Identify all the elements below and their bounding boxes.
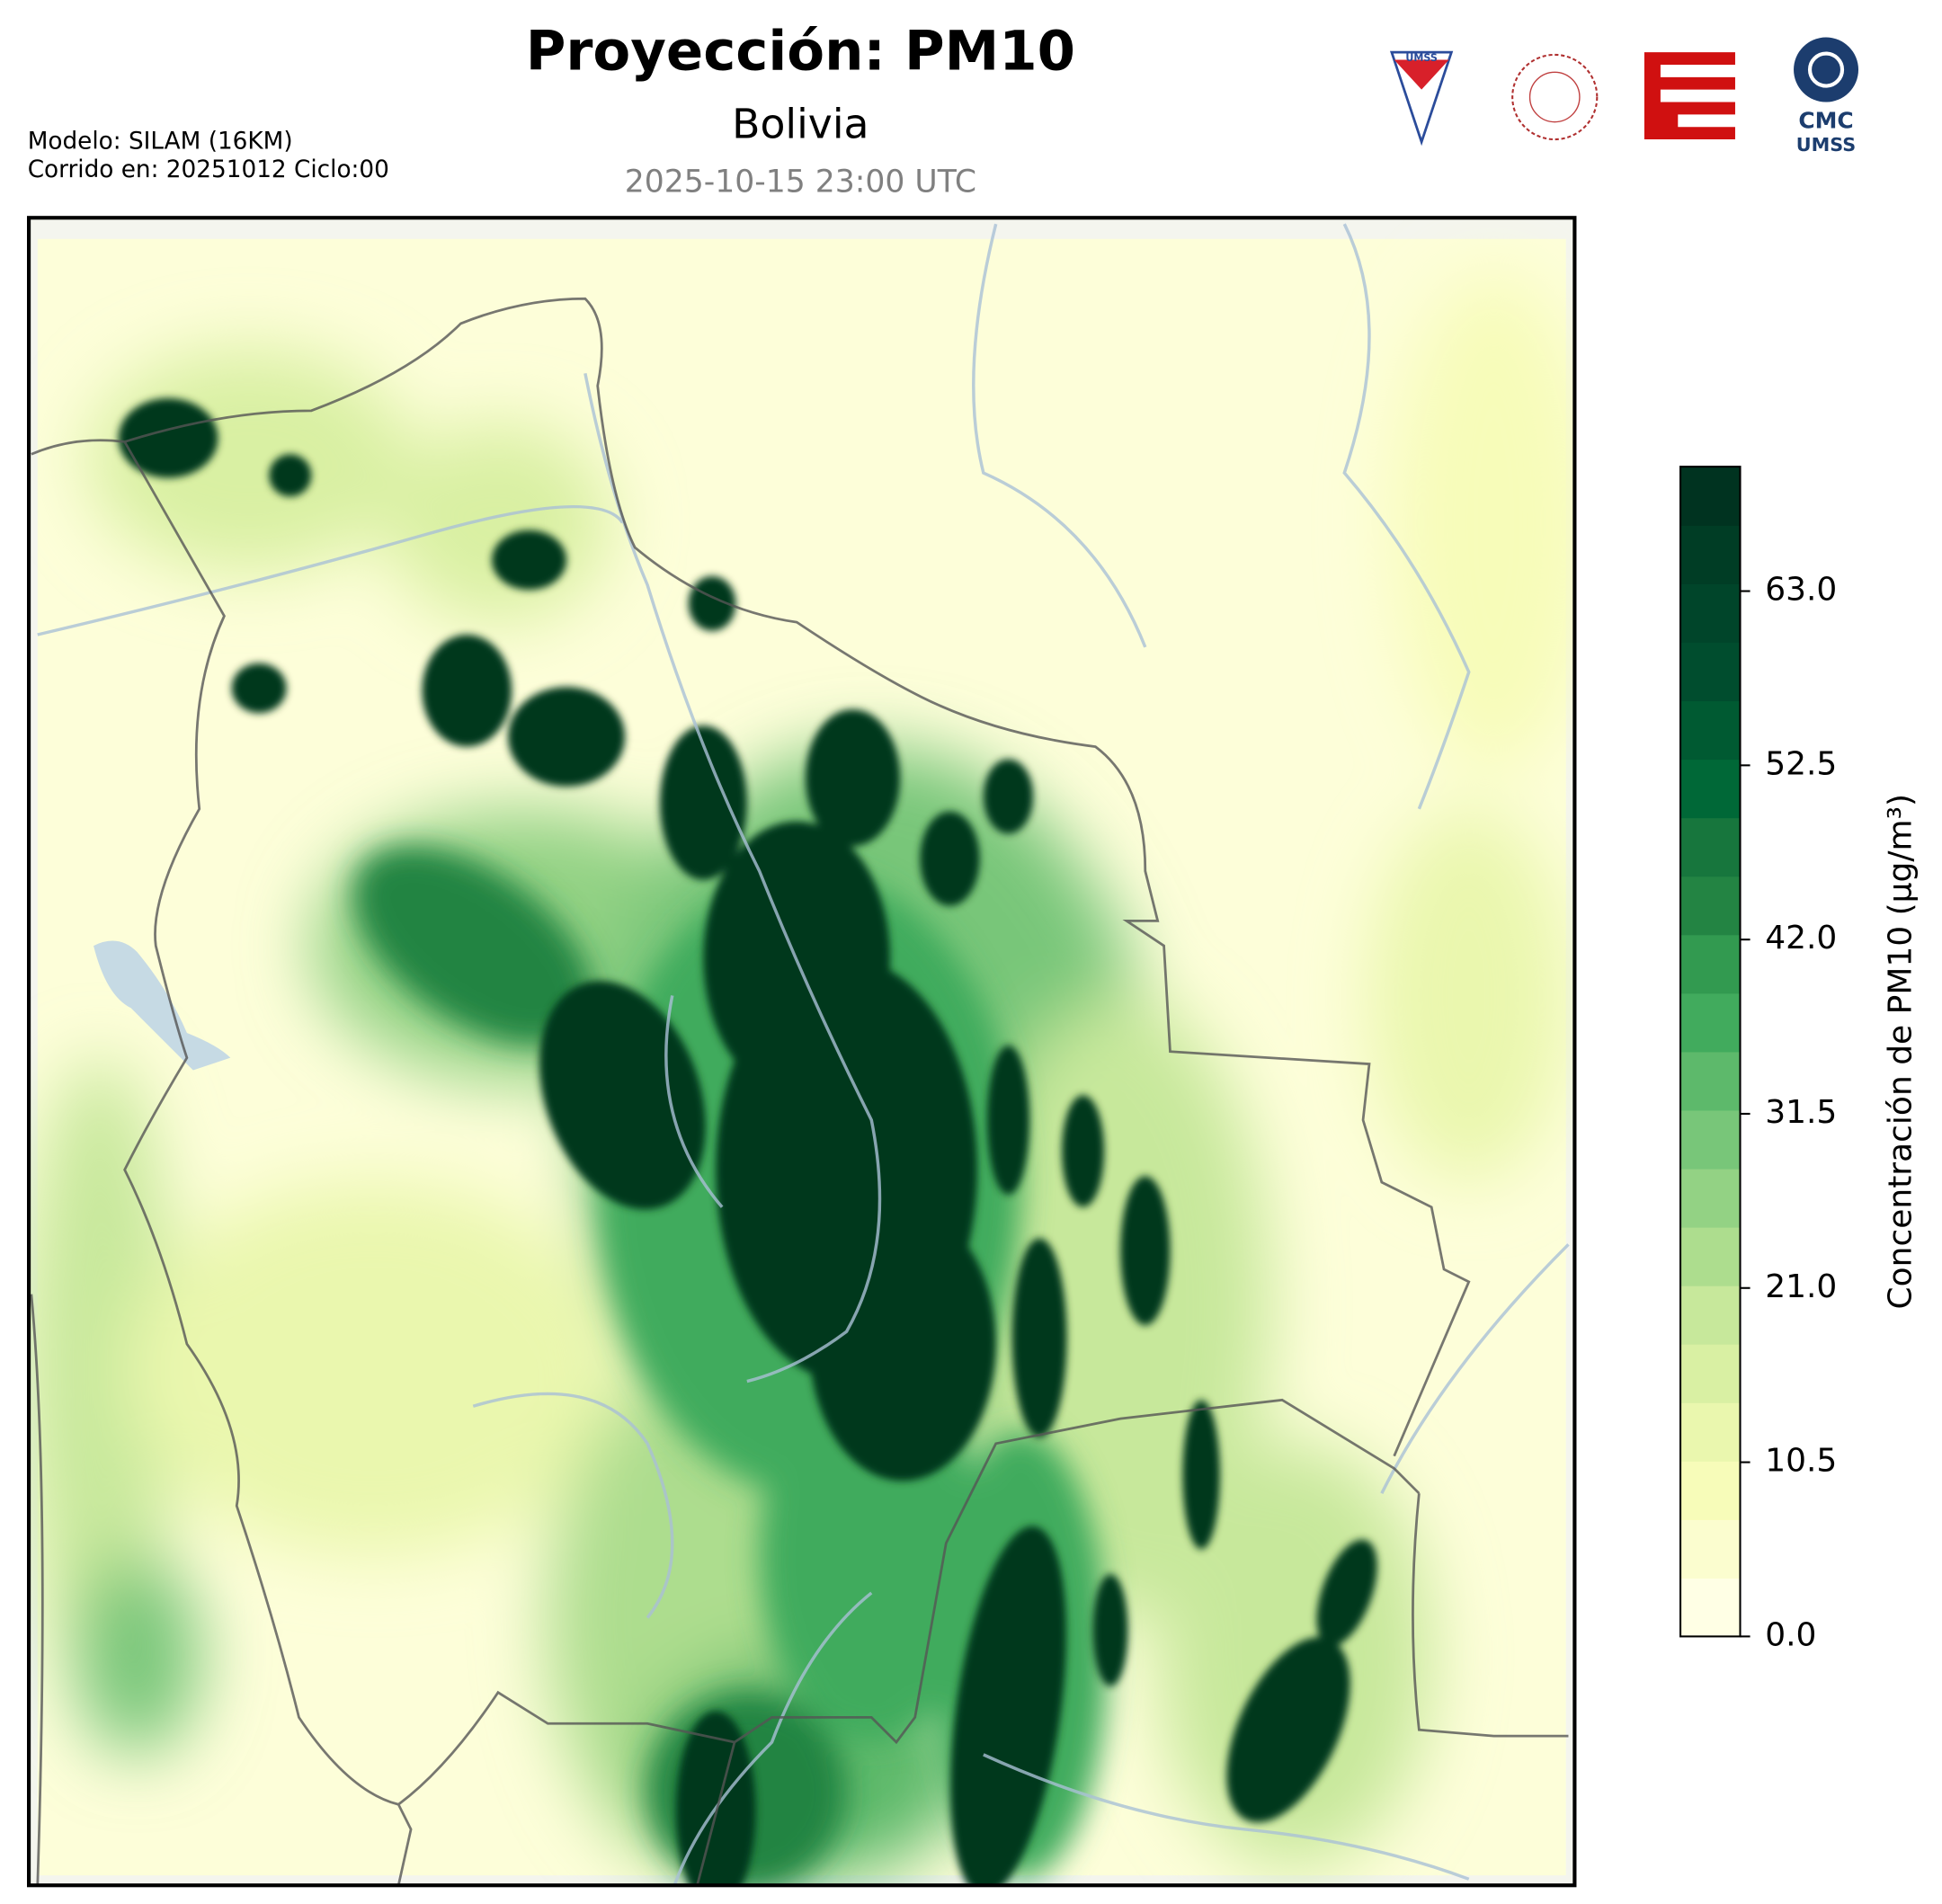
cmc-subtext: UMSS <box>1796 134 1856 156</box>
colorbar-band <box>1680 759 1741 819</box>
rivers <box>37 223 1570 1886</box>
field-dark <box>118 397 1377 1886</box>
colorbar-band <box>1680 525 1741 584</box>
colorbar-band <box>1680 817 1741 877</box>
colorbar-label: Concentración de PM10 (µg/m³) <box>1882 794 1919 1309</box>
colorbar-band <box>1680 700 1741 761</box>
cmc-text: CMC <box>1798 108 1853 134</box>
colorbar-band <box>1680 467 1741 526</box>
cmc-logo-inner <box>1807 51 1845 88</box>
map <box>29 218 1575 1886</box>
colorbar-band <box>1680 934 1741 994</box>
colorbar-band <box>1680 1461 1741 1520</box>
subtitle: Bolivia <box>732 101 869 148</box>
colorbar-band <box>1680 1578 1741 1638</box>
physics-logo <box>1511 53 1599 141</box>
colorbar-tick-label: 31.5 <box>1765 1094 1837 1131</box>
physics-logo-inner <box>1528 71 1581 123</box>
colorbar-band <box>1680 1226 1741 1286</box>
colorbar-band <box>1680 583 1741 643</box>
colorbar-band <box>1680 1109 1741 1170</box>
shield-text: UMSS <box>1405 52 1437 64</box>
colorbar: 0.0 10.5 21.0 31.5 42.0 52.5 63.0 <box>1679 466 1837 1653</box>
lake <box>94 940 231 1071</box>
colorbar-tick-label: 42.0 <box>1765 920 1837 956</box>
model-info: Modelo: SILAM (16KM) <box>28 128 293 155</box>
cmc-logo <box>1794 37 1859 102</box>
title: Proyección: PM10 <box>526 20 1075 84</box>
colorbar-band <box>1680 992 1741 1053</box>
colorbar-band <box>1680 1285 1741 1345</box>
colorbar-tick-label: 0.0 <box>1765 1616 1816 1653</box>
logos: UMSS CMC UMSS <box>1389 37 1859 156</box>
colorbar-tick-label: 10.5 <box>1765 1443 1837 1480</box>
borders <box>30 297 1569 1886</box>
shield-red <box>1394 59 1449 90</box>
colorbar-band <box>1680 1051 1741 1111</box>
map-frame <box>26 216 1577 1888</box>
red-logo <box>1644 52 1735 140</box>
colorbar-band <box>1680 1344 1741 1403</box>
shield-logo <box>1389 50 1454 147</box>
colorbar-band <box>1680 1519 1741 1579</box>
colorbar-band <box>1680 1168 1741 1228</box>
colorbar-band <box>1680 876 1741 936</box>
valid-time: 2025-10-15 23:00 UTC <box>625 164 976 200</box>
colorbar-tick-label: 52.5 <box>1765 745 1837 782</box>
colorbar-tick-label: 21.0 <box>1765 1268 1837 1305</box>
run-info: Corrido en: 20251012 Ciclo:00 <box>28 156 389 183</box>
colorbar-tick-label: 63.0 <box>1765 572 1837 609</box>
colorbar-frame <box>1679 466 1742 1638</box>
colorbar-band <box>1680 642 1741 702</box>
colorbar-band <box>1680 1402 1741 1462</box>
